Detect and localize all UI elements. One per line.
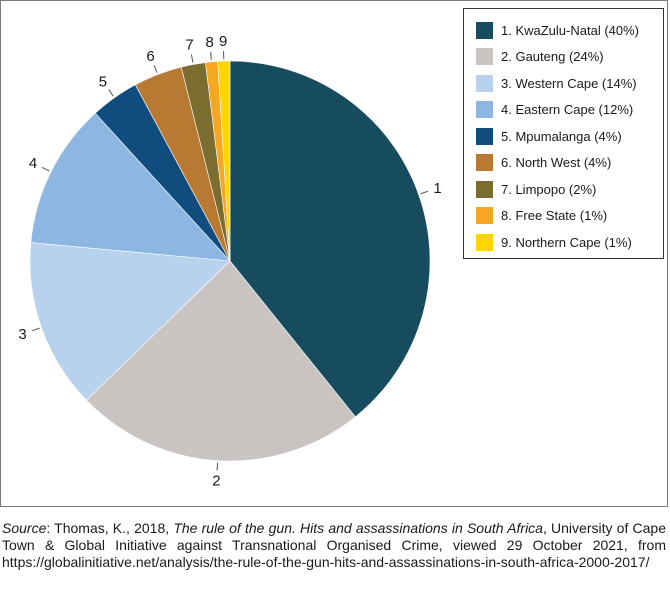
source-text-after: , University of Cape Town & Global Initi… [2,520,666,570]
legend-item-5: 5. Mpumalanga (4%) [476,123,663,150]
slice-label-7: 7 [185,37,193,54]
leader-line-8 [210,51,212,60]
legend: 1. KwaZulu-Natal (40%) 2. Gauteng (24%) 3.… [463,8,664,259]
legend-swatch-2 [476,48,493,66]
legend-label-2: 2. Gauteng (24%) [501,49,604,65]
legend-label-3: 3. Western Cape (14%) [501,75,637,91]
legend-label-4: 4. Eastern Cape (12%) [501,102,634,118]
legend-label-6: 6. North West (4%) [501,155,612,171]
leader-line-1 [420,190,429,195]
pie-slice-4 [30,112,231,262]
slice-label-9: 9 [219,33,227,50]
legend-label-8: 8. Free State (1%) [501,208,608,224]
legend-swatch-1 [476,21,493,39]
legend-item-6: 6. North West (4%) [476,150,663,177]
leader-line-5 [108,89,114,97]
source-title: The rule of the gun. Hits and assassinat… [173,520,543,536]
leader-line-6 [153,65,158,73]
leader-line-7 [190,54,194,63]
source-text-before: : Thomas, K., 2018, [46,520,174,536]
pie-slice-9 [217,60,231,262]
slice-label-2: 2 [212,473,220,490]
legend-swatch-5 [476,127,493,145]
legend-swatch-3 [476,74,493,92]
pie-slice-1 [229,60,431,418]
legend-item-3: 3. Western Cape (14%) [476,70,663,97]
legend-label-1: 1. KwaZulu-Natal (40%) [501,22,639,38]
legend-swatch-8 [476,207,493,225]
legend-item-2: 2. Gauteng (24%) [476,44,663,71]
pie-slice-3 [29,242,231,401]
pie-chart: 1 2 3 4 5 6 7 8 9 [18,33,441,490]
legend-label-5: 5. Mpumalanga (4%) [501,128,622,144]
slice-label-5: 5 [99,73,107,90]
legend-item-8: 8. Free State (1%) [476,203,663,230]
leader-line-3 [31,327,40,332]
legend-swatch-9 [476,233,493,251]
slice-label-1: 1 [433,180,441,197]
slice-label-3: 3 [18,326,26,343]
legend-item-4: 4. Eastern Cape (12%) [476,97,663,124]
slice-label-4: 4 [29,155,37,172]
legend-swatch-4 [476,101,493,119]
legend-item-7: 7. Limpopo (2%) [476,176,663,203]
legend-item-1: 1. KwaZulu-Natal (40%) [476,17,663,44]
legend-label-9: 9. Northern Cape (1%) [501,234,632,250]
legend-label-7: 7. Limpopo (2%) [501,181,597,197]
legend-item-9: 9. Northern Cape (1%) [476,229,663,256]
source-label: Source [2,520,47,536]
legend-swatch-7 [476,180,493,198]
slice-label-8: 8 [206,34,214,51]
slice-label-6: 6 [146,48,154,65]
source-citation: Source: Thomas, K., 2018, The rule of th… [2,520,666,571]
pie-slice-2 [85,260,356,462]
leader-line-4 [41,166,50,172]
legend-swatch-6 [476,154,493,172]
